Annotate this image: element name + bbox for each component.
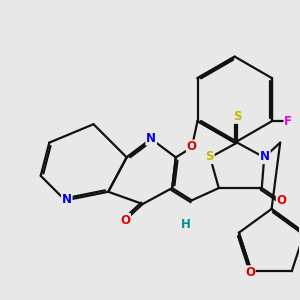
Text: H: H (181, 218, 190, 231)
Text: O: O (245, 266, 255, 279)
Text: O: O (187, 140, 197, 153)
Text: N: N (62, 193, 72, 206)
Text: N: N (260, 150, 270, 163)
Text: O: O (120, 214, 130, 227)
Text: O: O (277, 194, 287, 208)
Text: S: S (233, 110, 242, 123)
Text: S: S (205, 150, 214, 163)
Text: N: N (146, 132, 156, 145)
Text: F: F (284, 115, 292, 128)
